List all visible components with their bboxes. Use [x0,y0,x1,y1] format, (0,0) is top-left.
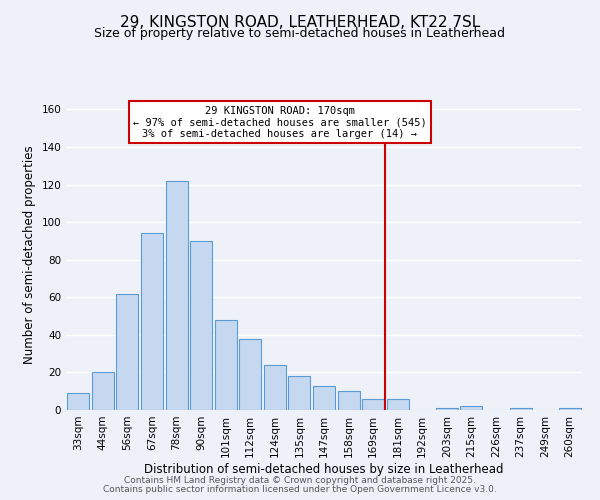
Bar [289,376,310,410]
Text: 29, KINGSTON ROAD, LEATHERHEAD, KT22 7SL: 29, KINGSTON ROAD, LEATHERHEAD, KT22 7SL [120,15,480,30]
Bar [239,338,262,410]
Bar [215,320,237,410]
Bar [509,408,532,410]
Y-axis label: Number of semi-detached properties: Number of semi-detached properties [23,146,36,364]
Bar [92,372,114,410]
Text: Contains HM Land Registry data © Crown copyright and database right 2025.: Contains HM Land Registry data © Crown c… [124,476,476,485]
Bar [67,393,89,410]
Bar [338,391,359,410]
Text: 29 KINGSTON ROAD: 170sqm
← 97% of semi-detached houses are smaller (545)
3% of s: 29 KINGSTON ROAD: 170sqm ← 97% of semi-d… [133,106,427,139]
Bar [362,398,384,410]
Bar [436,408,458,410]
Bar [386,398,409,410]
Bar [559,408,581,410]
X-axis label: Distribution of semi-detached houses by size in Leatherhead: Distribution of semi-detached houses by … [144,462,504,475]
Text: Contains public sector information licensed under the Open Government Licence v3: Contains public sector information licen… [103,485,497,494]
Bar [264,365,286,410]
Bar [141,234,163,410]
Bar [460,406,482,410]
Bar [166,181,188,410]
Bar [313,386,335,410]
Bar [116,294,139,410]
Text: Size of property relative to semi-detached houses in Leatherhead: Size of property relative to semi-detach… [95,28,505,40]
Bar [190,241,212,410]
